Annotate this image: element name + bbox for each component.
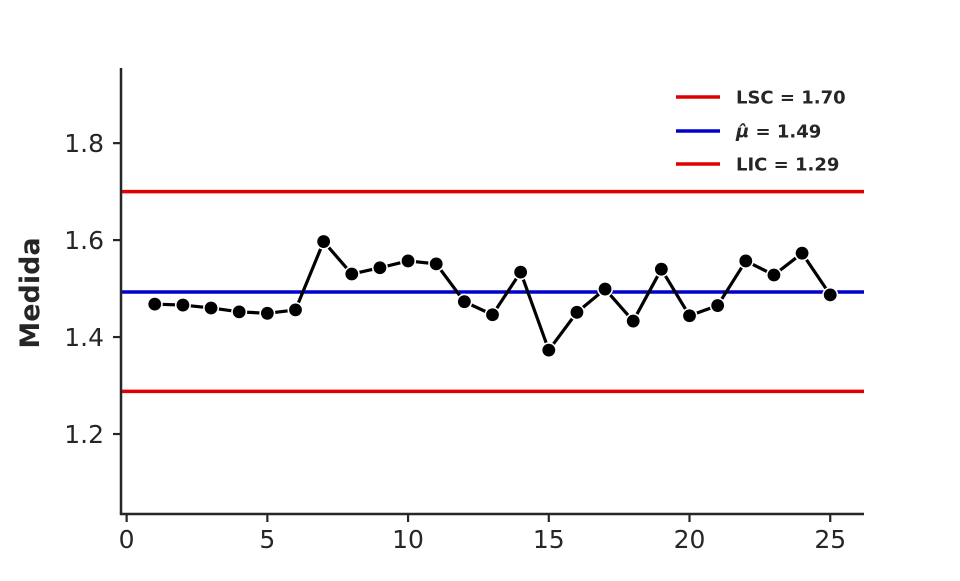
data-point — [512, 264, 529, 281]
data-point — [287, 301, 304, 318]
x-tick-label: 15 — [533, 525, 565, 554]
x-tick-label: 20 — [674, 525, 706, 554]
y-tick-label: 1.8 — [64, 129, 104, 158]
data-point — [428, 255, 445, 272]
series-layer — [146, 233, 839, 359]
axes: 0 5 10 15 20 25 1.2 1.4 1.6 1.8 — [64, 68, 864, 554]
data-point — [653, 261, 670, 278]
legend-label-2: LIC = 1.29 — [736, 155, 839, 176]
data-point — [794, 245, 811, 262]
x-tick-label: 25 — [814, 525, 846, 554]
data-point — [315, 233, 332, 250]
data-point — [737, 252, 754, 269]
data-point — [681, 307, 698, 324]
data-point — [371, 259, 388, 276]
data-point — [343, 266, 360, 283]
data-point — [568, 304, 585, 321]
y-axis-title: Medida — [15, 237, 46, 348]
legend-value: = 1.49 — [749, 122, 821, 143]
legend-label-0: LSC = 1.70 — [736, 88, 846, 109]
x-tick-label: 10 — [392, 525, 424, 554]
x-tick-label: 5 — [259, 525, 275, 554]
series-line-0 — [154, 239, 832, 352]
data-point — [456, 293, 473, 310]
data-point — [597, 281, 614, 298]
data-point — [540, 342, 557, 359]
x-tick-label: 0 — [119, 525, 135, 554]
data-point — [765, 267, 782, 284]
data-point — [231, 303, 248, 320]
data-point — [203, 299, 220, 316]
data-point — [146, 296, 163, 313]
y-tick-label: 1.6 — [64, 226, 104, 255]
y-tick-label: 1.2 — [64, 420, 104, 449]
data-point — [259, 305, 276, 322]
data-point — [822, 286, 839, 303]
reference-lines — [121, 189, 864, 394]
legend: LSC = 1.70 μ̂ = 1.49 LIC = 1.29 — [676, 88, 846, 176]
data-point — [625, 313, 642, 330]
y-tick-label: 1.4 — [64, 323, 104, 352]
data-point — [400, 252, 417, 269]
legend-label-1: μ̂ = 1.49 — [735, 122, 821, 143]
data-point — [174, 297, 191, 314]
data-point — [709, 297, 726, 314]
legend-symbol: μ̂ — [735, 122, 749, 143]
data-point — [484, 306, 501, 323]
